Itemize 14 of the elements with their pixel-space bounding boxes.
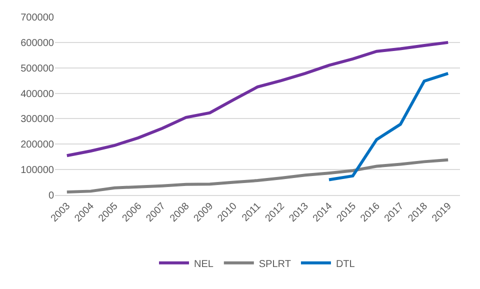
y-tick-label: 400000 [20,88,54,100]
y-tick-label: 100000 [20,165,54,176]
y-tick-label: 300000 [20,114,54,126]
line-series [327,72,450,182]
legend-label: DTL [336,258,356,270]
line-series [65,40,450,158]
legend-label: NEL [194,258,214,270]
y-tick-label: 600000 [20,38,54,49]
line-series [65,158,450,194]
y-tick-label: 500000 [20,63,54,74]
legend-label: SPLRT [258,258,291,270]
y-tick-label: 200000 [20,140,54,151]
y-tick-label: 0 [48,190,54,202]
y-tick-label: 700000 [20,12,54,24]
